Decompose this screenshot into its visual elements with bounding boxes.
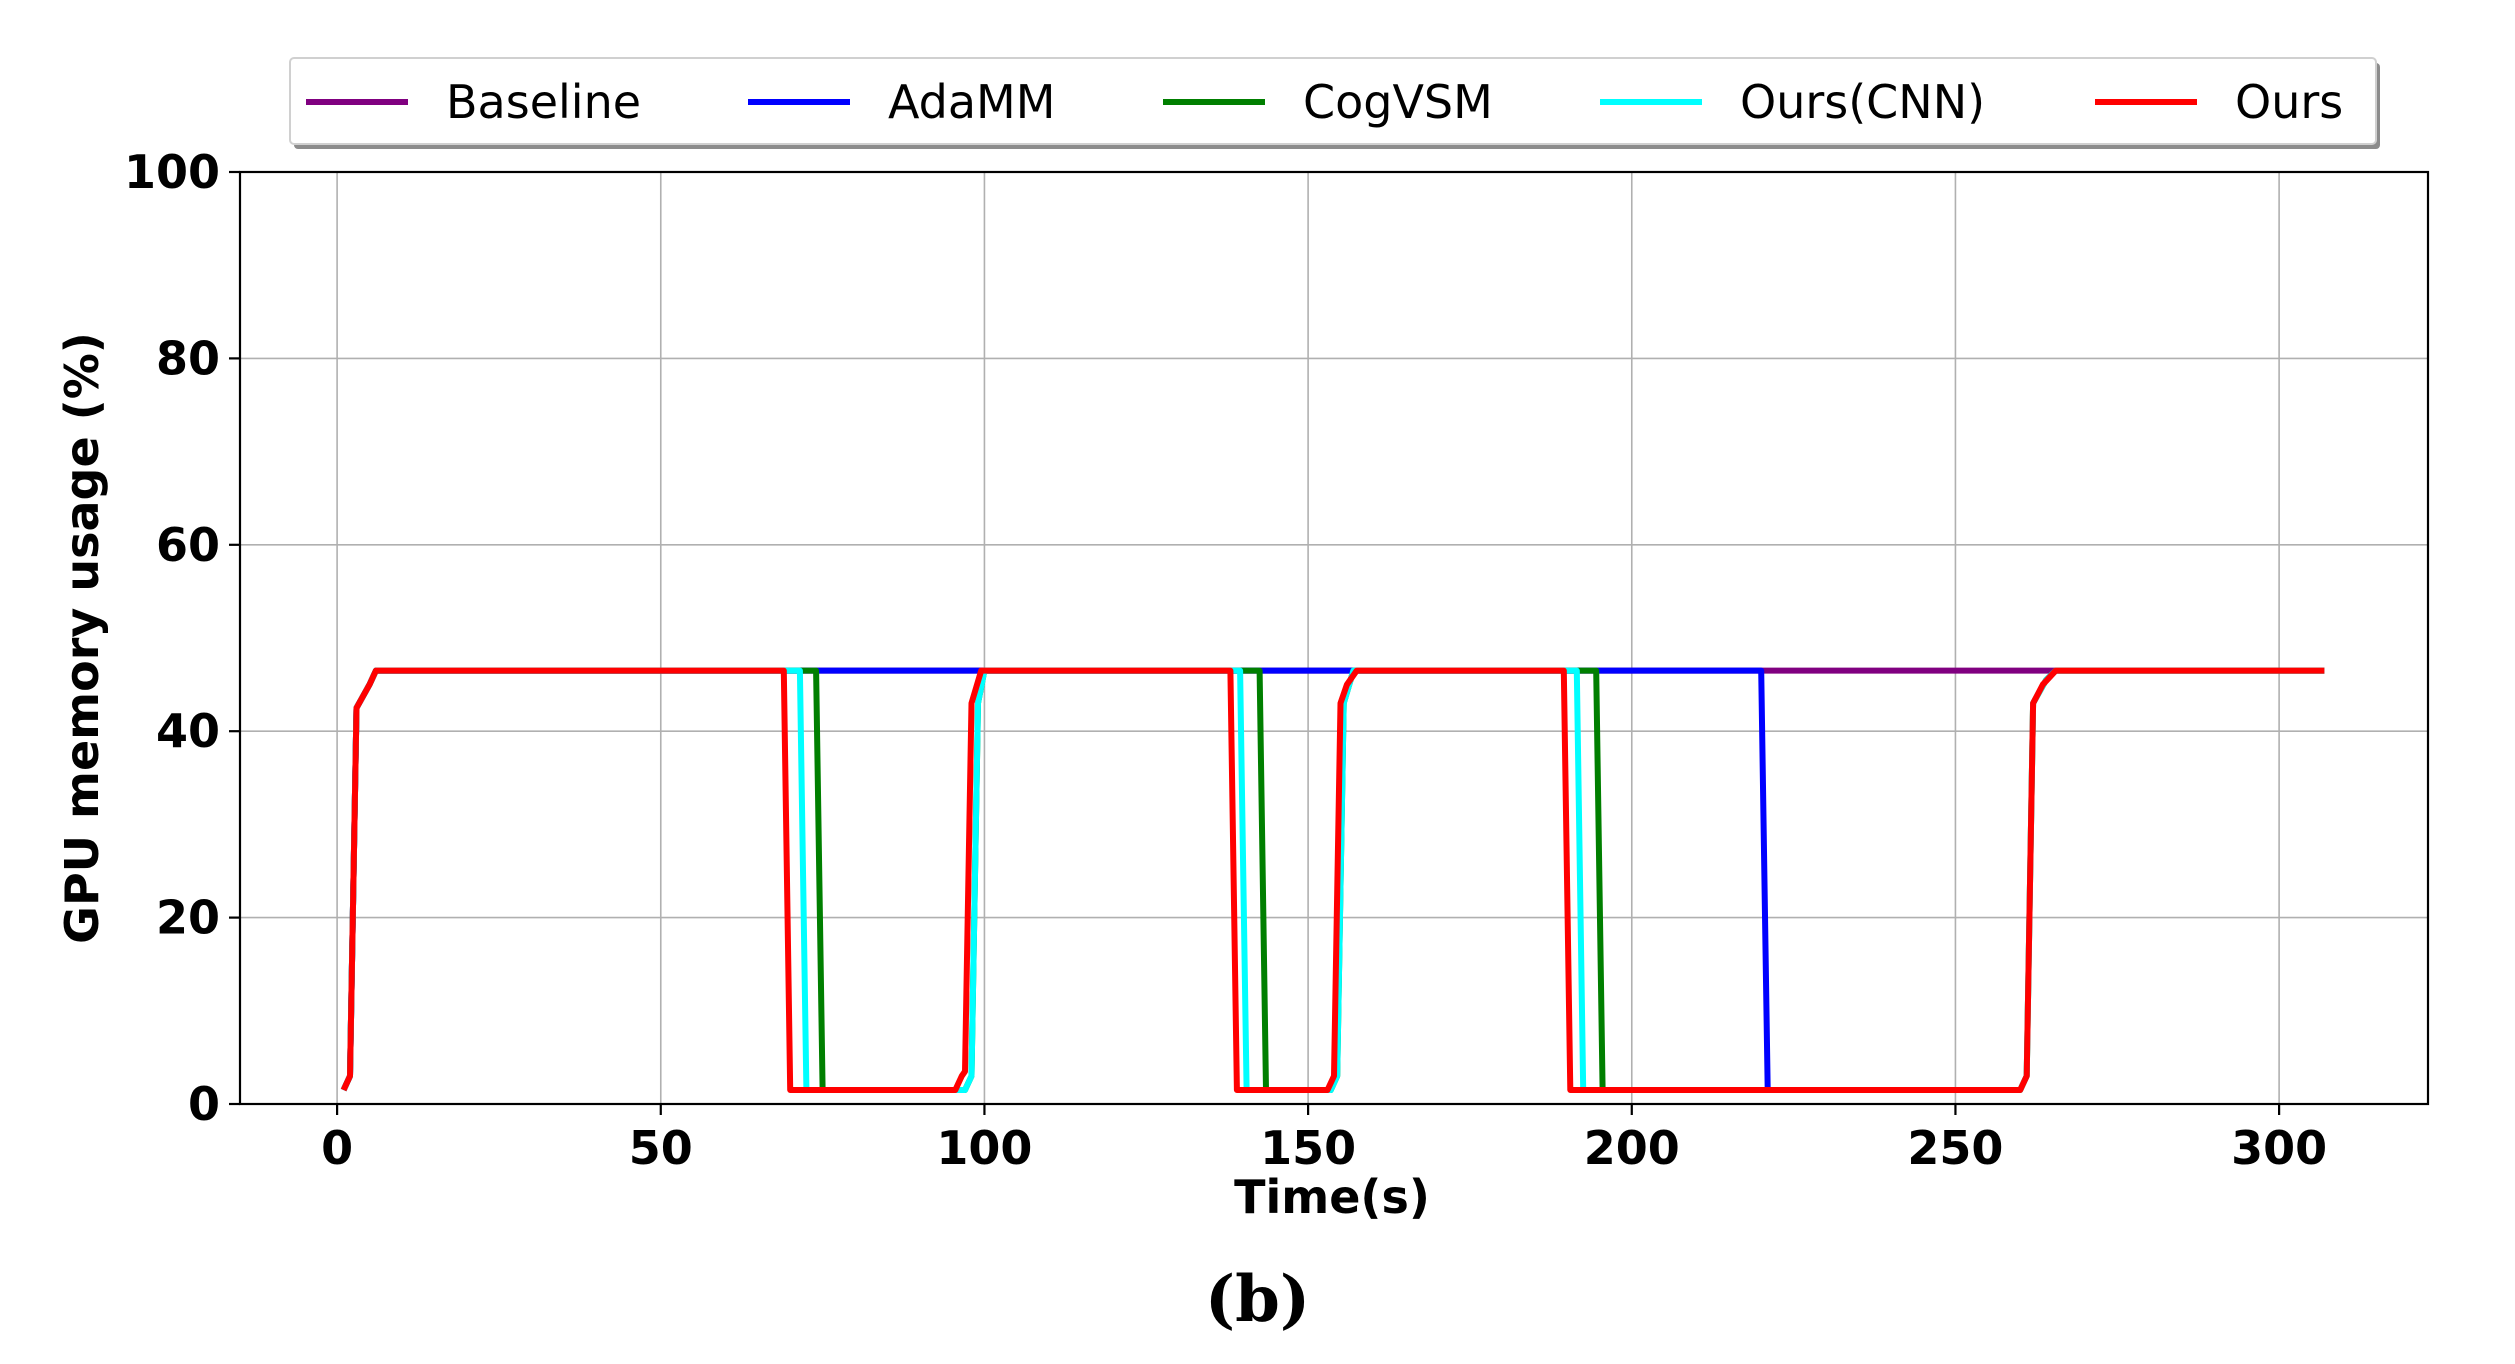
y-tick-label: 80 — [156, 331, 220, 385]
series-line-4 — [340, 667, 2325, 1093]
x-axis-title: Time(s) — [1234, 1170, 1430, 1224]
x-tick-label: 300 — [2231, 1121, 2327, 1175]
legend-box — [289, 57, 2377, 145]
y-tick-label: 20 — [156, 891, 220, 945]
x-tick-label: 50 — [629, 1121, 693, 1175]
y-tick-label: 0 — [188, 1077, 220, 1131]
x-tick-label: 0 — [321, 1121, 353, 1175]
legend-label-2: CogVSM — [1303, 75, 1493, 129]
x-tick-label: 250 — [1907, 1121, 2003, 1175]
x-tick-label: 100 — [936, 1121, 1032, 1175]
y-tick-label: 40 — [156, 704, 220, 758]
legend-label-1: AdaMM — [888, 75, 1055, 129]
legend-label-0: Baseline — [446, 75, 641, 129]
plot-frame — [238, 170, 2430, 1106]
series-line-1 — [340, 667, 1771, 1093]
x-tick-label: 150 — [1260, 1121, 1356, 1175]
legend-label-3: Ours(CNN) — [1740, 75, 1985, 129]
y-axis-title: GPU memory usage (%) — [55, 332, 109, 944]
y-tick-label: 100 — [124, 145, 220, 199]
x-tick-label: 200 — [1584, 1121, 1680, 1175]
figure-caption: (b) — [1204, 1262, 1311, 1337]
y-tick-label: 60 — [156, 518, 220, 572]
legend-label-4: Ours — [2235, 75, 2343, 129]
